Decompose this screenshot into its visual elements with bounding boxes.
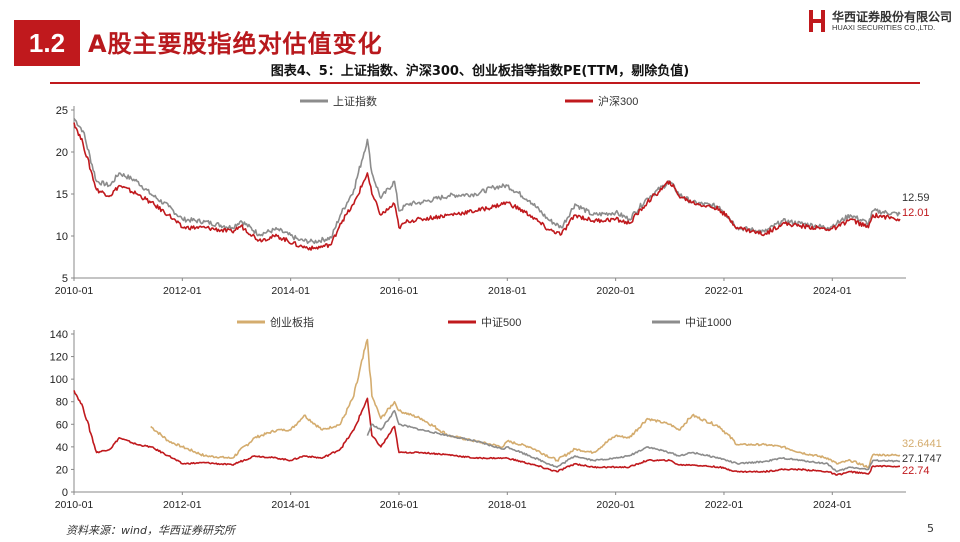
x-tick-label: 2014-01 [271,285,310,297]
legend-label: 创业板指 [270,315,314,329]
x-tick-label: 2022-01 [705,285,744,297]
y-tick-label: 5 [62,273,68,285]
y-tick-label: 40 [56,442,68,454]
x-tick-label: 2020-01 [596,499,635,511]
end-value-label: 22.74 [902,465,930,477]
figure-title: 图表4、5：上证指数、沪深300、创业板指等指数PE(TTM，剔除负值) [270,64,690,79]
y-tick-label: 80 [56,397,68,409]
chart-1: 5 10 15 20 25 2010-01 2012-01 2014-01 2016-01 201… [55,94,930,297]
series-line-1 [150,338,901,469]
x-tick-label: 2014-01 [271,499,310,511]
y-tick-label: 140 [50,329,68,341]
y-tick-label: 0 [62,487,68,499]
x-tick-label: 2024-01 [813,285,852,297]
section-number-badge: 1.2 [14,20,80,66]
y-tick-label: 60 [56,419,68,431]
x-tick-label: 2012-01 [163,285,202,297]
company-logo: 华西证券股份有限公司 HUAXI SECURITIES CO.,LTD. [808,6,958,38]
series-line-2 [73,390,900,476]
page-number: 5 [927,522,934,535]
y-tick-label: 20 [56,147,68,159]
x-tick-label: 2024-01 [813,499,852,511]
x-tick-label: 2016-01 [380,285,419,297]
x-tick-label: 2018-01 [488,285,527,297]
y-tick-label: 120 [50,352,68,364]
y-tick-label: 25 [56,105,68,117]
section-number: 1.2 [28,27,66,58]
legend-label: 沪深300 [598,94,638,108]
end-value-label: 27.1747 [902,453,942,465]
logo-cn-text: 华西证券股份有限公司 [832,10,953,24]
legend-label: 上证指数 [333,94,377,108]
x-tick-label: 2020-01 [596,285,635,297]
source-note: 资料来源：wind，华西证券研究所 [66,524,236,537]
series-line-3 [366,409,901,473]
end-value-label: 32.6441 [902,438,942,450]
y-tick-label: 15 [56,189,68,201]
y-tick-label: 10 [56,231,68,243]
chart-2: 0 20 40 60 80 100 120 140 2010-01 2012-01 2014-01 2… [50,315,942,511]
end-value-label: 12.59 [902,192,930,204]
section-title: A股主要股指绝对估值变化 [88,30,383,58]
x-tick-label: 2010-01 [55,285,94,297]
x-tick-label: 2012-01 [163,499,202,511]
series-line-2 [73,122,901,251]
series-line-1 [73,117,901,245]
logo-mark-icon [809,10,825,32]
x-tick-label: 2010-01 [55,499,94,511]
x-tick-label: 2018-01 [488,499,527,511]
y-tick-label: 20 [56,464,68,476]
legend-label: 中证500 [481,316,521,329]
x-tick-label: 2022-01 [705,499,744,511]
legend-label: 中证1000 [685,316,731,329]
title-divider [50,82,920,84]
logo-en-text: HUAXI SECURITIES CO.,LTD. [832,23,936,32]
y-tick-label: 100 [50,374,68,386]
x-tick-label: 2016-01 [380,499,419,511]
end-value-label: 12.01 [902,207,930,219]
